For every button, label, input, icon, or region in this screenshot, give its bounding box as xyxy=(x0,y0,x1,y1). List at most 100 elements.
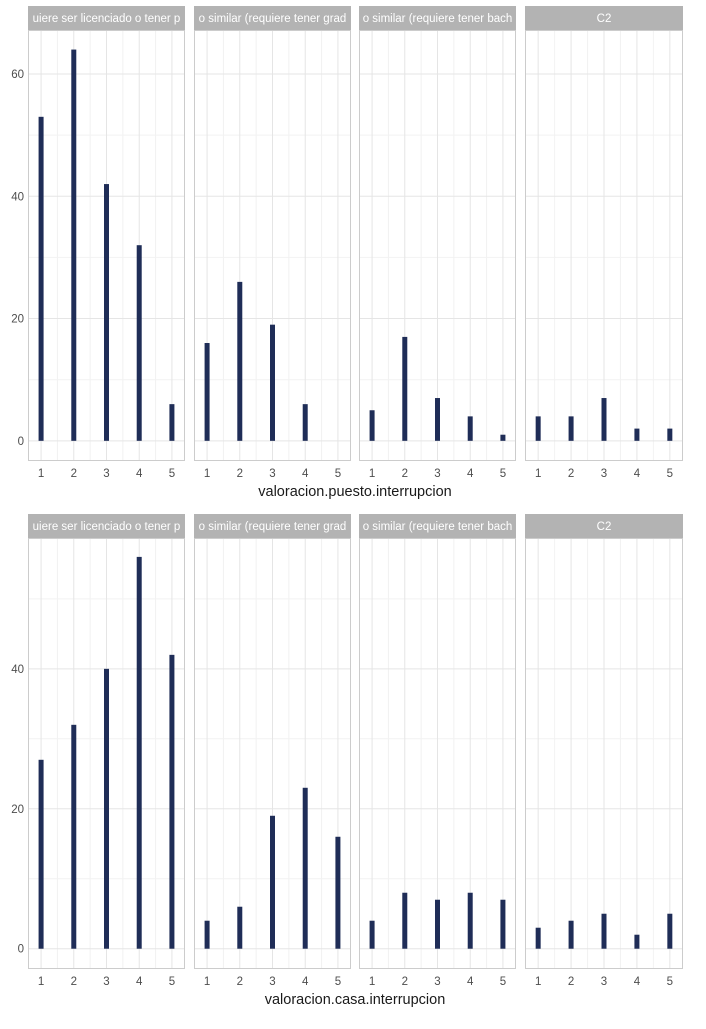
x-tick-label: 1 xyxy=(38,468,44,480)
y-tick-label: 0 xyxy=(18,944,24,956)
facet-panel: o similar (requiere tener bach 1 2 3 4 5 xyxy=(359,6,516,480)
facet-panel: uiere ser licenciado o tener p 1 2 3 4 5 xyxy=(28,514,185,988)
panel-border xyxy=(28,538,185,969)
facet-panel: o similar (requiere tener bach 1 2 3 4 5 xyxy=(359,514,516,988)
x-tick-label: 1 xyxy=(369,976,375,988)
bar xyxy=(535,927,541,949)
x-tick-label: 3 xyxy=(269,976,275,988)
x-tick-label: 1 xyxy=(535,468,541,480)
bar xyxy=(237,906,243,949)
bar xyxy=(402,892,408,949)
x-tick-label: 1 xyxy=(38,976,44,988)
facet-strip-label: o similar (requiere tener grad xyxy=(199,521,347,533)
bar xyxy=(38,116,44,441)
bar xyxy=(500,899,506,949)
x-tick-label: 4 xyxy=(136,976,143,988)
x-tick-label: 5 xyxy=(335,468,341,480)
panel-border xyxy=(359,538,516,969)
bar xyxy=(568,416,574,441)
panel-border xyxy=(525,538,683,969)
x-tick-label: 3 xyxy=(601,976,607,988)
y-tick-label: 60 xyxy=(11,69,24,81)
facet-strip xyxy=(525,6,683,30)
x-tick-label: 2 xyxy=(402,468,408,480)
x-tick-label: 5 xyxy=(667,468,673,480)
bar xyxy=(302,404,308,441)
x-tick-label: 4 xyxy=(136,468,143,480)
bar xyxy=(136,245,142,441)
x-tick-label: 4 xyxy=(302,468,309,480)
bar xyxy=(104,668,109,949)
bar xyxy=(38,759,44,949)
facet-strip xyxy=(194,6,351,30)
bar xyxy=(169,654,175,949)
x-tick-label: 5 xyxy=(169,976,175,988)
panel-border xyxy=(28,30,185,461)
bar xyxy=(71,724,77,949)
facet-strip-label: C2 xyxy=(597,13,612,25)
x-tick-label: 3 xyxy=(269,468,275,480)
x-tick-label: 2 xyxy=(71,976,77,988)
bar xyxy=(634,934,640,949)
x-tick-label: 2 xyxy=(71,468,77,480)
y-tick-label: 40 xyxy=(11,191,24,203)
bar xyxy=(601,913,607,949)
facet-panel: o similar (requiere tener grad 1 2 3 4 5 xyxy=(194,6,351,480)
bar xyxy=(601,398,607,441)
facet-strip-label: uiere ser licenciado o tener p xyxy=(33,521,181,533)
x-tick-label: 4 xyxy=(467,976,474,988)
bar xyxy=(500,434,506,441)
bar xyxy=(237,281,243,441)
y-tick-label: 20 xyxy=(11,314,24,326)
y-tick-label: 40 xyxy=(11,664,24,676)
facet-strip-label: C2 xyxy=(597,521,612,533)
bar xyxy=(335,836,341,949)
x-tick-label: 4 xyxy=(302,976,309,988)
x-tick-label: 5 xyxy=(667,976,673,988)
x-tick-label: 5 xyxy=(335,976,341,988)
facet-strip-label: o similar (requiere tener bach xyxy=(363,13,513,25)
facet-strip xyxy=(359,514,516,538)
facet-strip-label: o similar (requiere tener bach xyxy=(363,521,513,533)
bar xyxy=(467,416,473,441)
bar xyxy=(634,428,640,441)
bar xyxy=(667,428,673,441)
bar xyxy=(369,920,375,949)
x-tick-label: 2 xyxy=(568,468,574,480)
bar xyxy=(435,899,440,949)
bar xyxy=(270,815,275,949)
chart-1: uiere ser licenciado o tener p 1 2 3 4 5 o sim… xyxy=(11,6,683,500)
x-tick-label: 1 xyxy=(204,468,210,480)
bar xyxy=(667,913,673,949)
x-tick-label: 2 xyxy=(237,976,243,988)
bar xyxy=(71,49,77,441)
bar xyxy=(467,892,473,949)
facet-strip-label: uiere ser licenciado o tener p xyxy=(33,13,181,25)
x-tick-label: 3 xyxy=(103,468,109,480)
bar xyxy=(204,343,210,441)
facet-strip xyxy=(28,514,185,538)
facet-panel: uiere ser licenciado o tener p 1 2 3 4 5 xyxy=(28,6,185,480)
x-tick-label: 3 xyxy=(434,976,440,988)
x-tick-label: 4 xyxy=(634,468,641,480)
x-tick-label: 4 xyxy=(634,976,641,988)
panel-border xyxy=(194,538,351,969)
bar xyxy=(270,324,275,441)
bar xyxy=(136,556,142,949)
x-tick-label: 3 xyxy=(434,468,440,480)
facet-strip xyxy=(194,514,351,538)
x-tick-label: 2 xyxy=(568,976,574,988)
y-tick-label: 0 xyxy=(18,436,24,448)
x-axis-title: valoracion.casa.interrupcion xyxy=(265,992,446,1008)
x-tick-label: 1 xyxy=(535,976,541,988)
x-tick-label: 5 xyxy=(169,468,175,480)
facet-panel: C2 1 2 3 4 5 xyxy=(525,6,683,480)
facet-panel: C2 1 2 3 4 5 xyxy=(525,514,683,988)
x-tick-label: 5 xyxy=(500,976,506,988)
bar xyxy=(369,410,375,441)
x-tick-label: 3 xyxy=(103,976,109,988)
x-tick-label: 3 xyxy=(601,468,607,480)
panel-border xyxy=(194,30,351,461)
x-tick-label: 1 xyxy=(369,468,375,480)
